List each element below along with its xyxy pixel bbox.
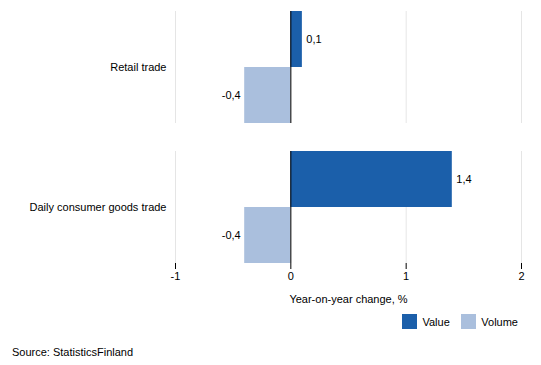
svg-text:-0,4: -0,4 [222,229,241,241]
svg-text:2: 2 [518,270,524,282]
html-text:Source: StatisticsFinland: Source: StatisticsFinland [12,345,134,358]
svg-text:Daily consumer goods trade: Daily consumer goods trade [30,201,167,213]
svg-text:Retail trade: Retail trade [110,61,166,73]
svg-text:1,4: 1,4 [456,173,471,185]
html-text:Value: Value [422,315,450,328]
svg-text:0: 0 [288,270,294,282]
svg-text:0,1: 0,1 [306,33,321,45]
html-text:Volume: Volume [481,315,518,328]
svg-text:Year-on-year change, %: Year-on-year change, % [289,293,407,305]
svg-text:-1: -1 [171,270,181,282]
svg-text:-0,4: -0,4 [222,89,241,101]
svg-text:1: 1 [403,270,409,282]
